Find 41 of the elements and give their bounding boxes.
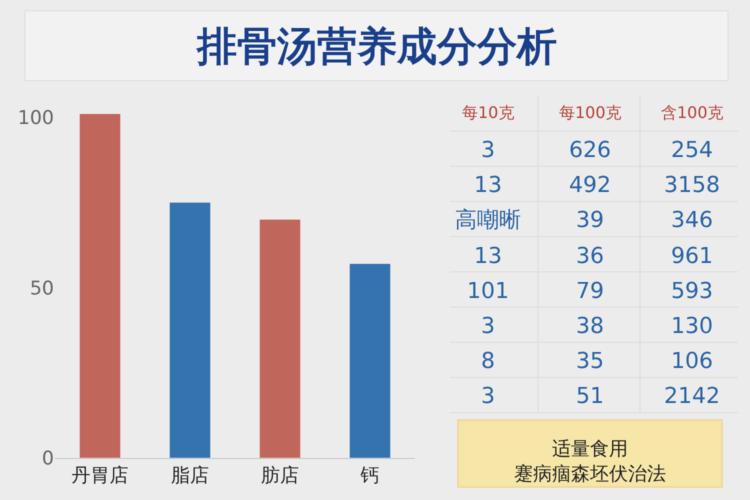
text: 593 bbox=[671, 279, 713, 304]
text: 蹇病痼森坯伏治法 bbox=[514, 463, 666, 485]
text: 36 bbox=[576, 244, 604, 269]
text: 3158 bbox=[664, 173, 720, 198]
bar bbox=[260, 220, 300, 458]
y-tick-label: 100 bbox=[18, 107, 54, 130]
category-label: 含100克 bbox=[661, 103, 724, 122]
text: 3 bbox=[481, 314, 495, 339]
text: 13 bbox=[474, 244, 502, 269]
bar bbox=[350, 264, 390, 458]
text: 2142 bbox=[664, 384, 720, 409]
bar bbox=[170, 202, 210, 458]
text: 626 bbox=[569, 138, 611, 163]
category-label: 每100克 bbox=[559, 103, 622, 122]
text: 254 bbox=[671, 138, 713, 163]
text: 101 bbox=[467, 279, 509, 304]
x-tick-label: 脂店 bbox=[171, 464, 209, 487]
text: 38 bbox=[576, 314, 604, 339]
text: 3 bbox=[481, 138, 495, 163]
category-label: 每10克 bbox=[462, 103, 514, 122]
text: 高嘲晰 bbox=[455, 208, 521, 233]
text: 130 bbox=[671, 314, 713, 339]
text: 3 bbox=[481, 384, 495, 409]
text: 346 bbox=[671, 208, 713, 233]
text: 39 bbox=[576, 208, 604, 233]
text: 106 bbox=[671, 349, 713, 374]
x-tick-label: 肪店 bbox=[261, 464, 299, 487]
bar bbox=[80, 114, 120, 458]
x-tick-label: 钙 bbox=[360, 464, 380, 487]
chart-title: 排骨汤营养成分分析 bbox=[195, 24, 557, 70]
y-tick-label: 0 bbox=[42, 448, 54, 470]
text: 492 bbox=[569, 173, 611, 198]
text: 8 bbox=[481, 349, 495, 374]
text: 35 bbox=[576, 349, 604, 374]
text: 13 bbox=[474, 173, 502, 198]
text: 适量食用 bbox=[552, 438, 628, 460]
x-tick-label: 丹胃店 bbox=[72, 464, 128, 487]
text: 961 bbox=[671, 244, 713, 269]
text: 79 bbox=[576, 279, 604, 304]
y-tick-label: 50 bbox=[30, 277, 54, 300]
text: 51 bbox=[576, 384, 604, 409]
